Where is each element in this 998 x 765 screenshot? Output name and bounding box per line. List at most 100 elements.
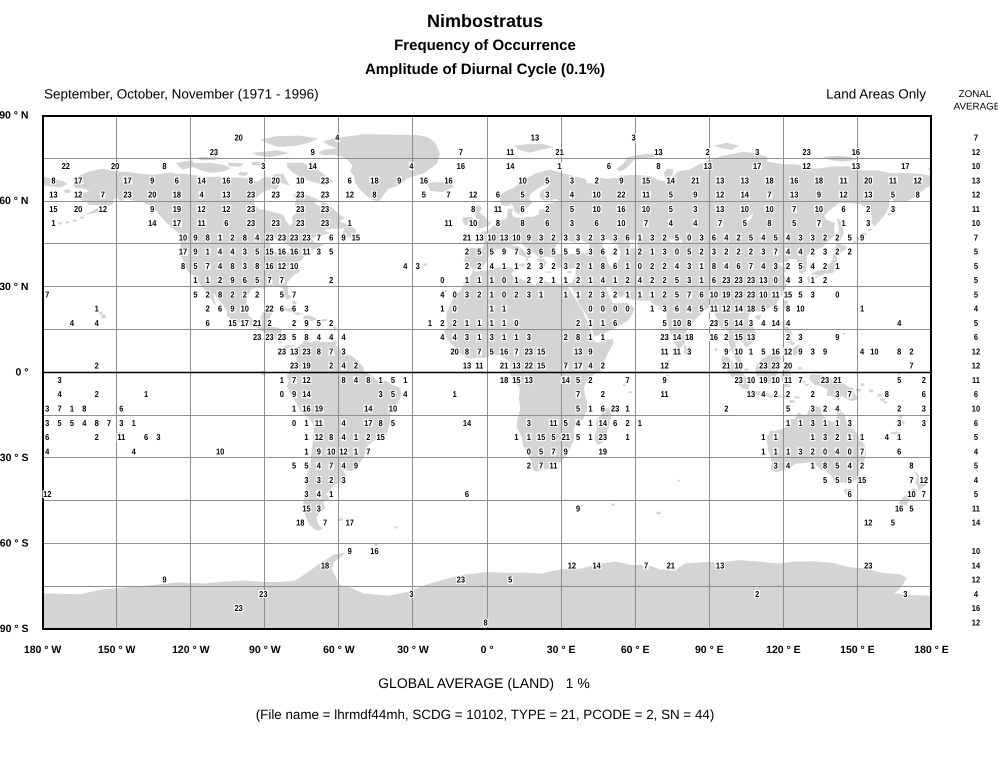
svg-text:1: 1: [465, 275, 469, 285]
svg-text:7: 7: [292, 289, 296, 299]
svg-text:13: 13: [654, 147, 663, 157]
svg-text:5: 5: [974, 489, 978, 499]
svg-text:9: 9: [502, 247, 506, 257]
svg-text:1: 1: [490, 318, 494, 328]
svg-text:3: 3: [527, 332, 531, 342]
svg-text:5: 5: [835, 461, 839, 471]
svg-text:2: 2: [749, 247, 753, 257]
svg-text:7: 7: [792, 204, 796, 214]
svg-text:4: 4: [638, 275, 642, 285]
svg-text:30 ° W: 30 ° W: [397, 644, 429, 656]
svg-text:17: 17: [179, 247, 188, 257]
svg-text:23: 23: [611, 404, 620, 414]
svg-text:3: 3: [774, 461, 778, 471]
svg-text:1: 1: [539, 289, 543, 299]
svg-text:23: 23: [321, 218, 330, 228]
svg-text:3: 3: [693, 204, 697, 214]
svg-text:8: 8: [576, 332, 580, 342]
svg-text:11: 11: [840, 175, 848, 185]
svg-text:GLOBAL AVERAGE (LAND) 1 %: GLOBAL AVERAGE (LAND) 1 %: [378, 675, 590, 691]
svg-text:1: 1: [588, 318, 592, 328]
svg-text:4: 4: [687, 304, 691, 314]
svg-text:11: 11: [117, 432, 125, 442]
svg-text:1: 1: [601, 318, 605, 328]
svg-text:13: 13: [716, 560, 725, 570]
svg-text:23: 23: [296, 190, 305, 200]
svg-text:14: 14: [741, 190, 750, 200]
svg-text:3: 3: [755, 147, 759, 157]
svg-text:2: 2: [860, 461, 864, 471]
svg-text:1: 1: [811, 275, 815, 285]
svg-text:4: 4: [811, 261, 815, 271]
svg-text:6: 6: [119, 404, 123, 414]
svg-text:3: 3: [687, 347, 691, 357]
svg-text:23: 23: [302, 232, 311, 242]
svg-text:18: 18: [296, 518, 305, 528]
svg-text:23: 23: [278, 332, 287, 342]
svg-text:4: 4: [786, 275, 790, 285]
svg-text:7: 7: [909, 361, 913, 371]
svg-text:5: 5: [675, 232, 679, 242]
svg-text:2: 2: [218, 275, 222, 285]
svg-text:1: 1: [897, 432, 901, 442]
svg-text:4: 4: [786, 232, 790, 242]
svg-text:15: 15: [537, 432, 546, 442]
svg-text:15: 15: [302, 503, 311, 513]
svg-text:10: 10: [179, 232, 188, 242]
svg-text:11: 11: [494, 204, 502, 214]
svg-text:8: 8: [372, 190, 376, 200]
svg-text:2: 2: [477, 261, 481, 271]
svg-text:3: 3: [798, 275, 802, 285]
svg-text:3: 3: [416, 261, 420, 271]
svg-text:1: 1: [95, 304, 99, 314]
svg-text:2: 2: [95, 432, 99, 442]
svg-text:4: 4: [403, 261, 407, 271]
svg-text:3: 3: [539, 261, 543, 271]
svg-text:14: 14: [506, 161, 515, 171]
svg-text:18: 18: [173, 190, 182, 200]
svg-text:11: 11: [784, 375, 792, 385]
svg-text:12: 12: [339, 446, 348, 456]
svg-text:3: 3: [835, 389, 839, 399]
svg-text:1: 1: [193, 275, 197, 285]
svg-text:10: 10: [592, 190, 601, 200]
svg-text:4: 4: [761, 232, 765, 242]
svg-text:6: 6: [545, 218, 549, 228]
svg-text:17: 17: [74, 175, 83, 185]
svg-text:0: 0: [625, 304, 629, 314]
svg-text:2: 2: [774, 389, 778, 399]
svg-text:23: 23: [272, 190, 281, 200]
svg-text:3: 3: [663, 247, 667, 257]
svg-text:90 ° S: 90 ° S: [0, 623, 29, 635]
svg-text:6: 6: [675, 304, 679, 314]
svg-text:20: 20: [864, 175, 873, 185]
svg-text:8: 8: [909, 461, 913, 471]
svg-text:2: 2: [329, 475, 333, 485]
svg-text:5: 5: [564, 418, 568, 428]
svg-text:10: 10: [327, 446, 336, 456]
svg-text:5: 5: [280, 289, 284, 299]
svg-text:1: 1: [699, 275, 703, 285]
svg-text:3: 3: [545, 190, 549, 200]
svg-text:5: 5: [848, 475, 852, 485]
svg-text:10: 10: [710, 289, 719, 299]
svg-text:4: 4: [786, 318, 790, 328]
svg-text:9: 9: [564, 446, 568, 456]
svg-text:8: 8: [82, 404, 86, 414]
svg-text:3: 3: [527, 247, 531, 257]
svg-text:2: 2: [786, 389, 790, 399]
svg-text:5: 5: [798, 261, 802, 271]
svg-text:7: 7: [323, 518, 327, 528]
svg-text:1: 1: [588, 275, 592, 285]
svg-text:1: 1: [638, 418, 642, 428]
svg-text:3: 3: [570, 175, 574, 185]
svg-text:6: 6: [465, 489, 469, 499]
svg-text:2: 2: [724, 247, 728, 257]
svg-text:3: 3: [576, 232, 580, 242]
svg-text:10: 10: [734, 347, 743, 357]
svg-text:2: 2: [588, 289, 592, 299]
svg-text:11: 11: [445, 218, 453, 228]
svg-text:9: 9: [588, 347, 592, 357]
svg-text:1: 1: [354, 432, 358, 442]
svg-text:1: 1: [440, 304, 444, 314]
